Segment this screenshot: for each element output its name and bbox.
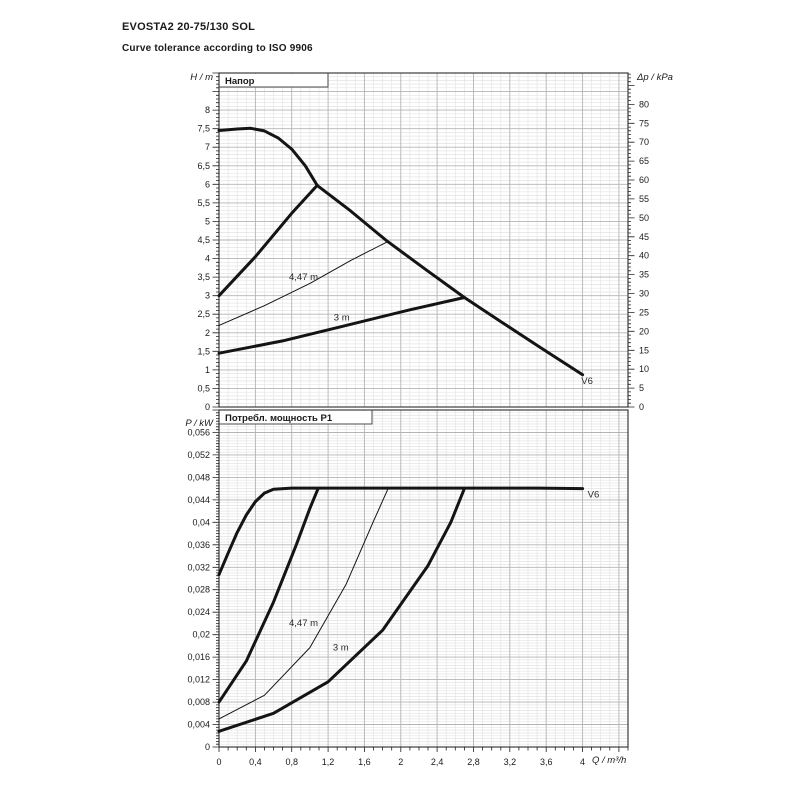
left-tick-label: 7,5 xyxy=(197,124,210,134)
left-tick-label: 5 xyxy=(205,216,210,226)
head-axis-unit-label: H / m xyxy=(190,72,213,83)
right-tick-label: 50 xyxy=(639,213,649,223)
left-tick-label: 0 xyxy=(205,402,210,412)
x-tick-label: 4 xyxy=(580,757,585,767)
curve-label: 4,47 m xyxy=(289,272,318,283)
left-axis-ruler xyxy=(212,72,219,408)
right-tick-label: 35 xyxy=(639,270,649,280)
grid-minor xyxy=(219,410,628,747)
right-tick-label: 55 xyxy=(639,194,649,204)
x-tick-label: 3,2 xyxy=(504,757,517,767)
curve-power-max-speed-v6 xyxy=(217,486,585,577)
left-tick-label: 0,044 xyxy=(187,495,210,505)
x-tick-label: 1,2 xyxy=(322,757,335,767)
x-tick-label: 2 xyxy=(398,757,403,767)
curve-power-3m xyxy=(217,487,466,733)
right-tick-label: 15 xyxy=(639,345,649,355)
left-tick-label: 6 xyxy=(205,179,210,189)
left-tick-label: 1 xyxy=(205,365,210,375)
x-tick-label: 0,8 xyxy=(285,757,298,767)
right-tick-label: 45 xyxy=(639,232,649,242)
left-tick-label: 1,5 xyxy=(197,346,210,356)
left-axis-ruler xyxy=(212,409,219,748)
left-tick-label: 5,5 xyxy=(197,198,210,208)
curve-label: 3 m xyxy=(334,313,350,324)
left-tick-label: 0,04 xyxy=(192,517,210,527)
x-tick-label: 2,8 xyxy=(467,757,480,767)
left-tick-label: 2,5 xyxy=(197,309,210,319)
curve-head-rise-to-max xyxy=(217,183,319,298)
left-tick-label: 3,5 xyxy=(197,272,210,282)
left-tick-label: 0,036 xyxy=(187,540,210,550)
right-tick-label: 25 xyxy=(639,307,649,317)
grid-major xyxy=(219,410,628,747)
chart-title-chip-border xyxy=(219,73,329,88)
right-tick-label: 30 xyxy=(639,289,649,299)
chart-title-chip-border xyxy=(219,410,373,425)
curve-label: V6 xyxy=(588,490,600,501)
left-tick-label: 8 xyxy=(205,105,210,115)
right-tick-label: 60 xyxy=(639,175,649,185)
curve-power-rise-to-max xyxy=(217,487,320,704)
left-tick-label: 0,02 xyxy=(192,630,210,640)
left-tick-label: 3 xyxy=(205,291,210,301)
left-tick-label: 4 xyxy=(205,254,210,264)
curve-power-4-47m xyxy=(218,488,389,720)
curve-head-3m xyxy=(217,296,466,355)
left-tick-label: 0,032 xyxy=(187,562,210,572)
chart-title-chip xyxy=(220,74,328,87)
left-tick-label: 4,5 xyxy=(197,235,210,245)
power-chart-title: Потребл. мощность P1 xyxy=(225,413,333,424)
left-tick-label: 0 xyxy=(205,742,210,752)
pressure-axis-unit-label: Δp / kPa xyxy=(637,72,673,83)
left-tick-label: 0,008 xyxy=(187,697,210,707)
curve-label: V6 xyxy=(581,376,593,387)
right-tick-label: 80 xyxy=(639,99,649,109)
x-tick-label: 0 xyxy=(216,757,221,767)
left-tick-label: 0,048 xyxy=(187,472,210,482)
right-tick-label: 20 xyxy=(639,326,649,336)
right-axis-ruler xyxy=(628,73,635,408)
left-tick-label: 0,5 xyxy=(197,383,210,393)
x-tick-label: 2,4 xyxy=(431,757,444,767)
left-tick-label: 0,056 xyxy=(187,427,210,437)
right-tick-label: 5 xyxy=(639,383,644,393)
power-axis-unit-label: P / kW xyxy=(185,418,213,429)
curve-label: 3 m xyxy=(333,642,349,653)
page-title: EVOSTA2 20-75/130 SOL xyxy=(122,21,255,33)
left-tick-label: 2 xyxy=(205,328,210,338)
right-tick-label: 40 xyxy=(639,251,649,261)
x-tick-label: 3,6 xyxy=(540,757,553,767)
curve-head-4-47m xyxy=(218,241,388,326)
left-tick-label: 7 xyxy=(205,142,210,152)
right-tick-label: 70 xyxy=(639,137,649,147)
head-chart-title: Напор xyxy=(225,76,255,87)
right-tick-label: 65 xyxy=(639,156,649,166)
right-tick-label: 75 xyxy=(639,118,649,128)
chart-title-chip xyxy=(220,411,372,424)
left-tick-label: 0,052 xyxy=(187,450,210,460)
left-tick-label: 6,5 xyxy=(197,161,210,171)
right-tick-label: 0 xyxy=(639,402,644,412)
grid-major xyxy=(219,73,628,407)
curve-label: 4,47 m xyxy=(289,618,318,629)
flow-axis-unit-label: Q / m³/h xyxy=(592,755,627,766)
left-tick-label: 0,012 xyxy=(187,675,210,685)
left-tick-label: 0,028 xyxy=(187,585,210,595)
x-tick-label: 1,6 xyxy=(358,757,371,767)
right-tick-label: 10 xyxy=(639,364,649,374)
page-subtitle: Curve tolerance according to ISO 9906 xyxy=(122,43,313,54)
left-tick-label: 0,016 xyxy=(187,652,210,662)
x-tick-label: 0,4 xyxy=(249,757,262,767)
left-tick-label: 0,024 xyxy=(187,607,210,617)
left-tick-label: 0,004 xyxy=(187,720,210,730)
x-axis-ruler xyxy=(218,747,629,752)
